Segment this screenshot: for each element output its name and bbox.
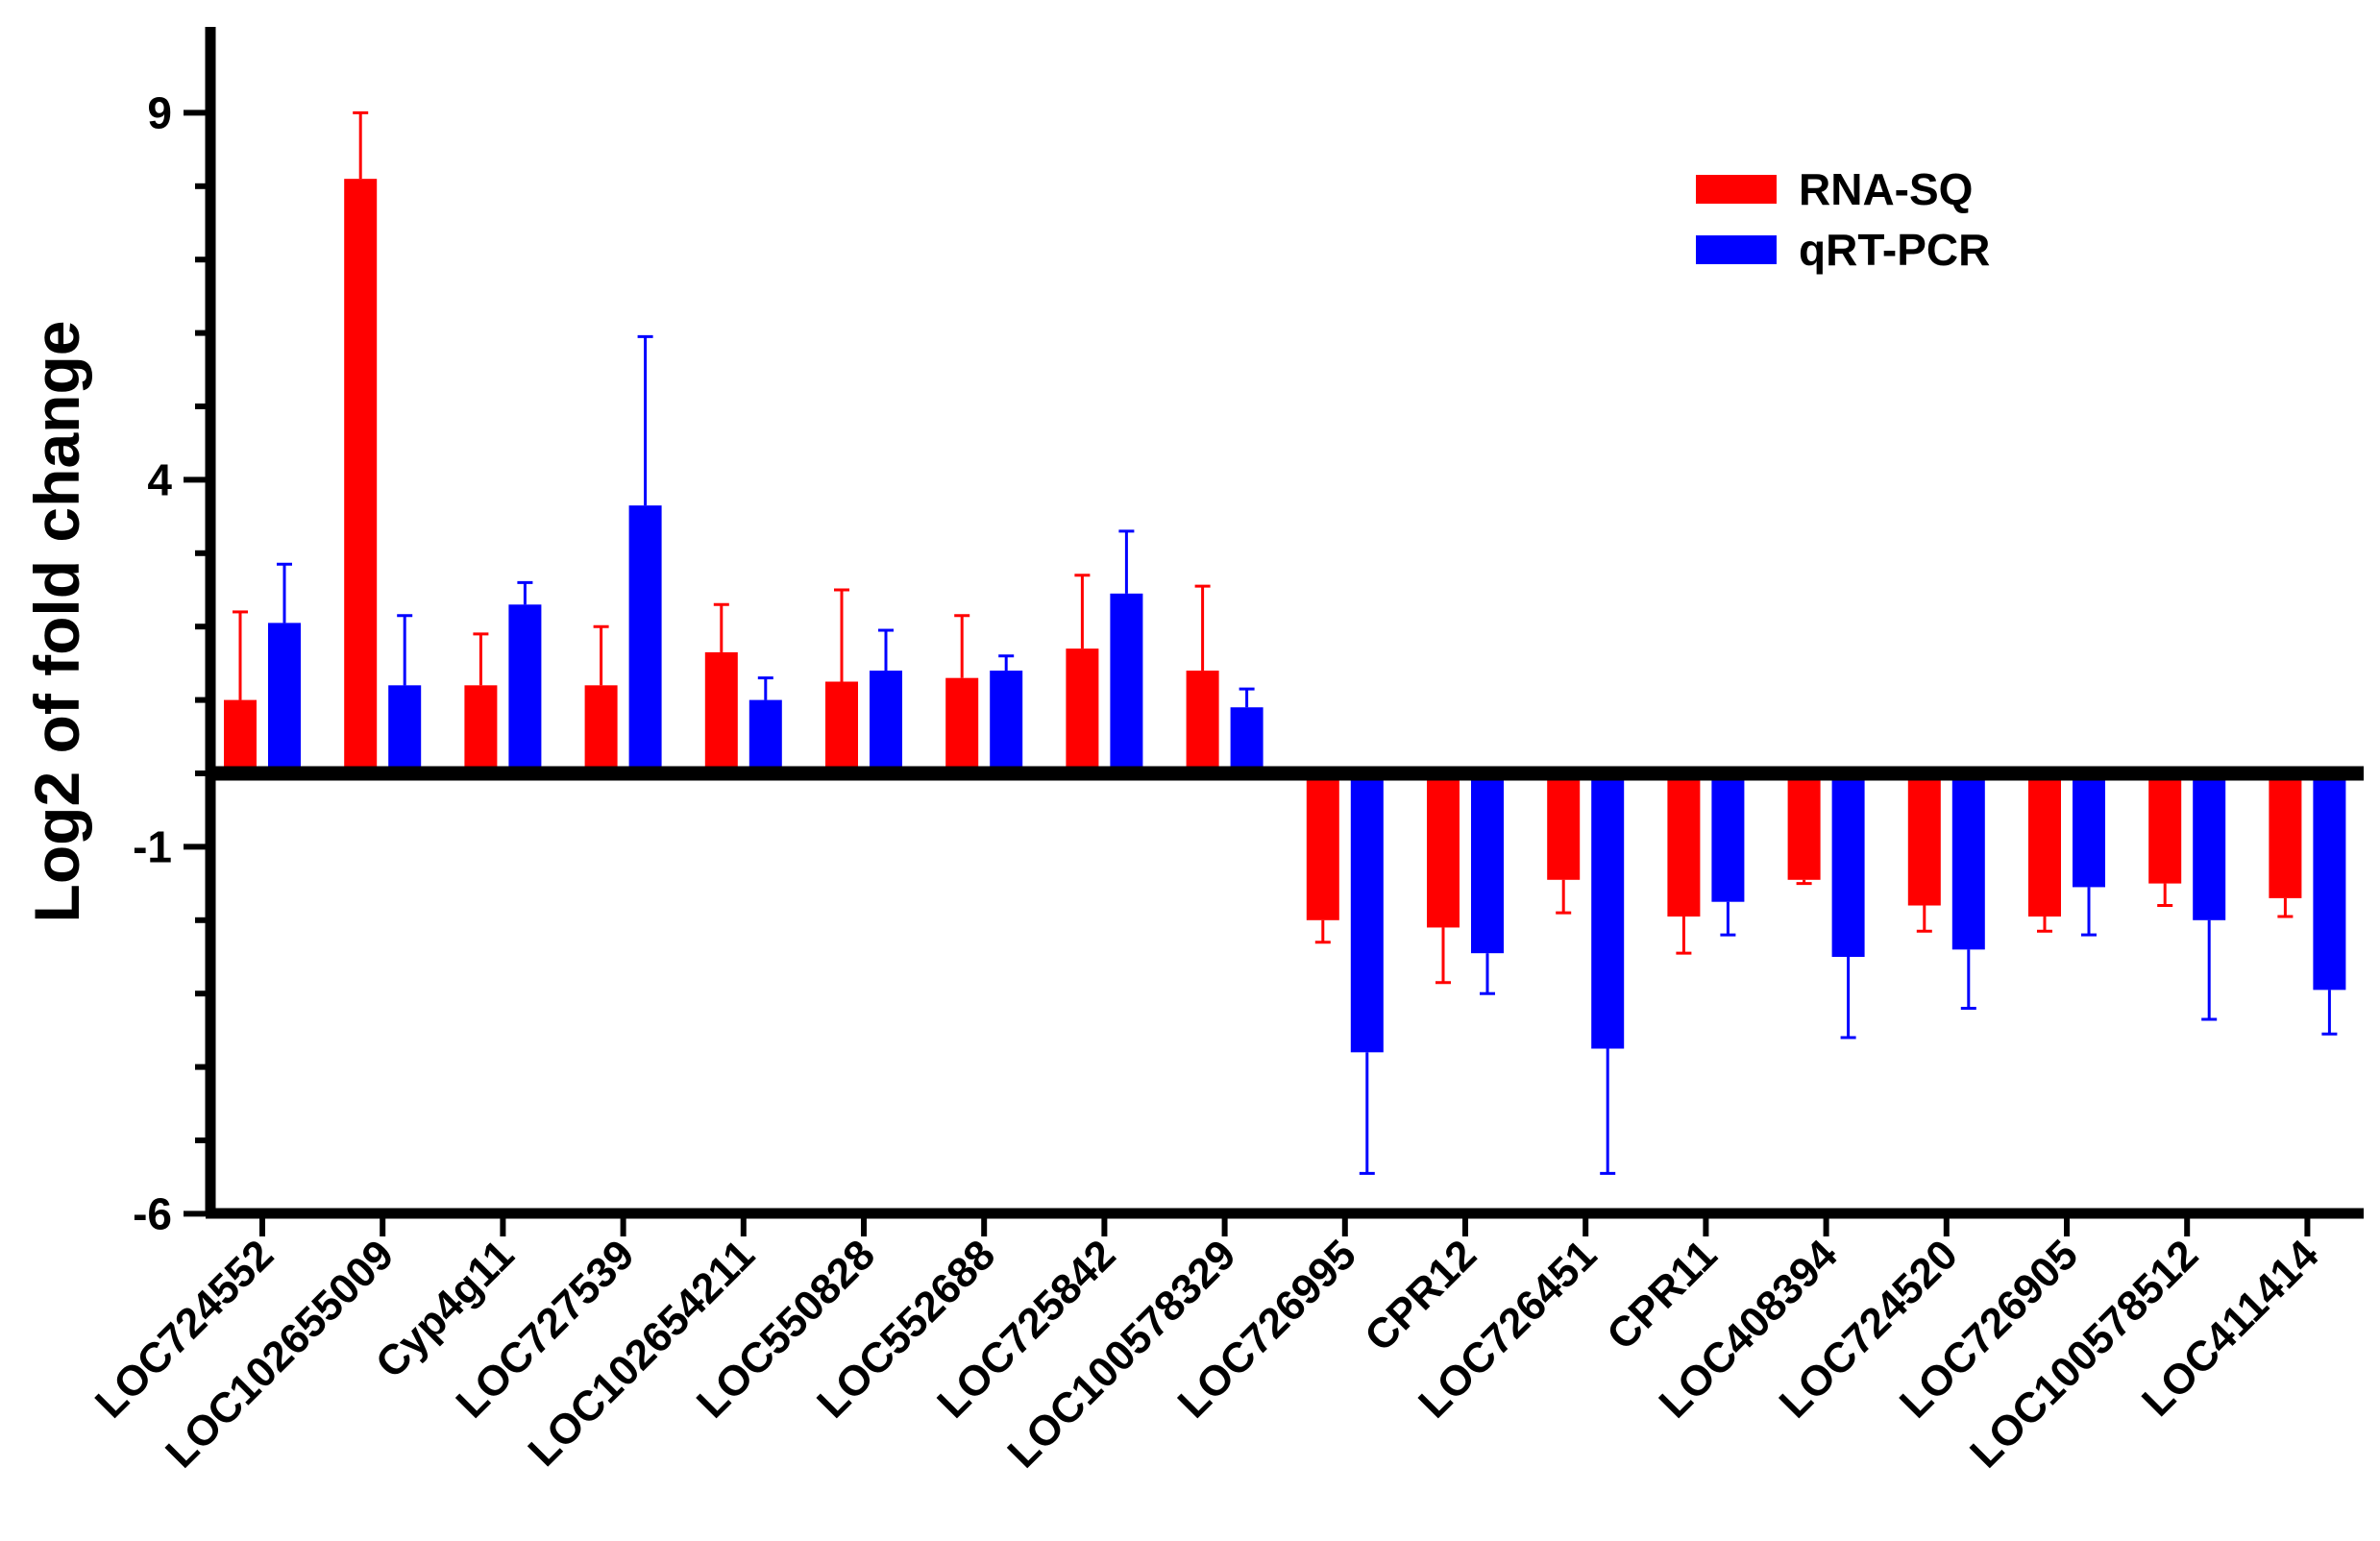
bar-qrt-pcr-loc727539 (628, 505, 662, 773)
legend-label-rna-sq: RNA-SQ (1799, 164, 1973, 214)
bar-rna-sq-loc100578329 (1186, 671, 1219, 773)
bar-qrt-pcr-cpr11 (1711, 773, 1745, 902)
bar-rna-sq-loc727539 (584, 685, 618, 773)
bar-qrt-pcr-loc724552 (268, 623, 301, 773)
bar-rna-sq-cpr12 (1427, 773, 1460, 928)
bar-rna-sq-loc725842 (1066, 648, 1099, 773)
bar-rna-sq-loc726451 (1547, 773, 1581, 880)
axes-layer (184, 27, 2364, 1236)
y-tick-label-neg6: -6 (133, 1188, 172, 1238)
bar-qrt-pcr-loc102655009 (388, 685, 422, 773)
bar-qrt-pcr-loc408394 (1831, 773, 1865, 957)
bar-rna-sq-loc411414 (2269, 773, 2302, 898)
bar-qrt-pcr-loc100578329 (1230, 707, 1264, 773)
bar-qrt-pcr-loc724520 (1951, 773, 1985, 950)
y-axis-title: Log2 of fold change (21, 321, 92, 923)
bar-qrt-pcr-loc726995 (1350, 773, 1384, 1053)
legend: RNA-SQ qRT-PCR (1696, 164, 1990, 275)
bar-rna-sq-cpr11 (1667, 773, 1701, 917)
bar-rna-sq-loc552688 (945, 677, 979, 773)
bar-qrt-pcr-cyp4g11 (508, 604, 542, 773)
legend-swatch-rna-sq (1696, 175, 1777, 204)
bar-qrt-pcr-loc102654211 (748, 699, 782, 773)
bar-qrt-pcr-loc552688 (990, 671, 1023, 773)
bar-qrt-pcr-cpr12 (1471, 773, 1504, 954)
y-tick-label-neg1: -1 (133, 821, 172, 871)
bar-rna-sq-loc408394 (1787, 773, 1821, 880)
x-tick-label-loc102654211: LOC102654211 (520, 1231, 764, 1475)
bar-rna-sq-loc726905 (2028, 773, 2061, 917)
bar-qrt-pcr-loc100578512 (2193, 773, 2226, 920)
bar-qrt-pcr-loc725842 (1110, 593, 1143, 773)
bar-rna-sq-loc102655009 (344, 179, 378, 773)
bar-rna-sq-loc102654211 (704, 651, 738, 773)
y-tick-label-4: 4 (147, 454, 172, 504)
bar-rna-sq-loc550828 (825, 681, 858, 773)
legend-swatch-qrt-pcr (1696, 235, 1777, 264)
bars-layer (224, 110, 2346, 1175)
bar-rna-sq-loc726995 (1306, 773, 1339, 920)
bar-qrt-pcr-loc726905 (2073, 773, 2105, 888)
y-tick-label-9: 9 (147, 87, 172, 137)
bar-rna-sq-loc724520 (1907, 773, 1941, 906)
bar-rna-sq-cyp4g11 (464, 685, 498, 773)
legend-label-qrt-pcr: qRT-PCR (1799, 225, 1990, 275)
bar-qrt-pcr-loc411414 (2313, 773, 2346, 991)
bar-qrt-pcr-loc550828 (870, 671, 902, 773)
bar-qrt-pcr-loc726451 (1591, 773, 1625, 1049)
bar-rna-sq-loc724552 (224, 699, 257, 773)
bar-rna-sq-loc100578512 (2148, 773, 2182, 884)
